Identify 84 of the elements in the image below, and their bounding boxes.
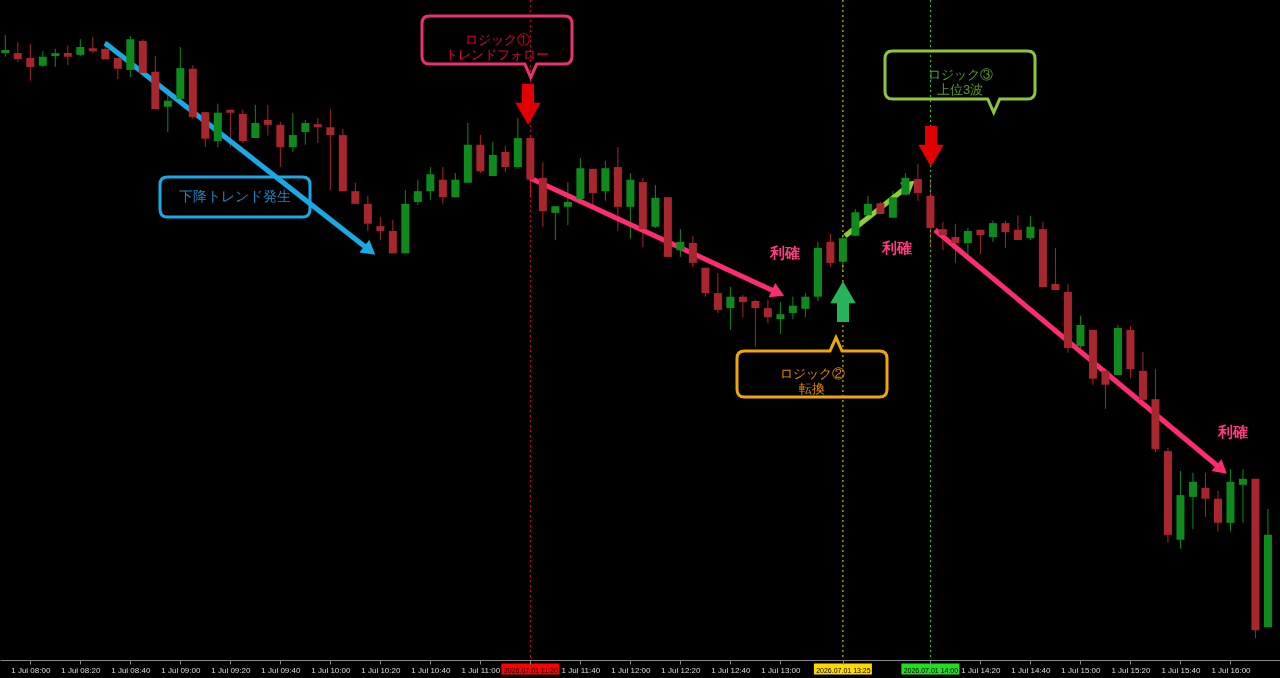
- candlestick: [363, 195, 372, 232]
- x-tick-label: 1 Jul 10:00: [311, 665, 351, 675]
- candlestick: [676, 228, 685, 258]
- annotation: 利確: [881, 239, 912, 256]
- candlestick: [438, 166, 447, 205]
- candlestick: [1238, 468, 1247, 524]
- candlestick: [776, 301, 785, 335]
- x-tick-label: 1 Jul 10:20: [361, 665, 401, 675]
- annotation: ロジック② 転換: [779, 366, 845, 396]
- x-tick-label: 1 Jul 13:00: [761, 665, 802, 675]
- candlestick: [976, 229, 985, 255]
- candlestick: [488, 141, 497, 177]
- candlestick: [988, 220, 997, 243]
- candlestick: [938, 221, 947, 251]
- candlestick: [1201, 472, 1210, 518]
- candlestick: [13, 41, 22, 63]
- candlestick: [26, 43, 35, 82]
- x-tick-label: 1 Jul 14:40: [1011, 665, 1052, 675]
- candlestick: [1001, 220, 1010, 249]
- candlestick: [263, 104, 272, 137]
- candlestick: [63, 44, 72, 66]
- candlestick: [501, 145, 510, 173]
- candlestick: [163, 92, 172, 133]
- candlestick: [851, 208, 860, 237]
- candlestick: [351, 182, 360, 205]
- x-tick-label: 1 Jul 11:00: [461, 665, 501, 675]
- candlestick: [1051, 247, 1060, 291]
- x-tick-label: 1 Jul 15:00: [1061, 665, 1102, 675]
- x-tick-label: 1 Jul 09:20: [211, 665, 251, 675]
- candlestick: [551, 205, 560, 241]
- x-tick-label: 1 Jul 09:40: [261, 665, 301, 675]
- candlestick: [801, 292, 810, 318]
- candlestick: [601, 160, 610, 202]
- candlestick: [388, 219, 397, 254]
- annotation: 利確: [1217, 423, 1248, 440]
- candlestick: [276, 121, 285, 168]
- x-tick-label: 1 Jul 08:40: [111, 665, 151, 675]
- candlestick: [751, 299, 760, 348]
- candlestick: [426, 166, 435, 201]
- candlestick: [1026, 215, 1035, 241]
- candlestick: [763, 299, 772, 324]
- x-tick-label: 1 Jul 12:20: [661, 665, 701, 675]
- candlestick: [688, 235, 697, 268]
- candlestick: [901, 172, 910, 196]
- x-tick-label: 1 Jul 15:40: [1161, 665, 1202, 675]
- candlestick: [1188, 472, 1197, 530]
- candlestick: [451, 172, 460, 198]
- candlestick: [1076, 315, 1085, 349]
- annotation: 利確: [769, 244, 800, 261]
- candlestick: [288, 112, 297, 153]
- candlestick: [413, 179, 422, 206]
- candlestick: [913, 163, 922, 202]
- x-tick-label: 1 Jul 08:20: [61, 665, 101, 675]
- candlestick: [826, 233, 835, 268]
- x-tick-label: 1 Jul 14:20: [961, 665, 1002, 675]
- candlestick: [376, 216, 385, 241]
- annotation: 下降トレンド発生: [179, 188, 291, 204]
- candlestick: [788, 296, 797, 320]
- x-tick-label: 1 Jul 08:00: [11, 665, 51, 675]
- annotation: ロジック① トレンドフォロー: [445, 32, 549, 62]
- x-tick-label: 1 Jul 11:40: [561, 665, 601, 675]
- candlestick: [951, 223, 960, 264]
- x-tick-label: 1 Jul 16:00: [1211, 665, 1252, 675]
- x-tick-label: 1 Jul 12:00: [611, 665, 651, 675]
- candlestick: [713, 272, 722, 314]
- candlestick: [963, 227, 972, 257]
- candlestick: [888, 190, 897, 219]
- candlestick: [738, 294, 747, 318]
- candlestick: [726, 286, 735, 331]
- candlestick: [313, 117, 322, 144]
- candlestick: [838, 234, 847, 273]
- x-tick-label: 1 Jul 09:00: [161, 665, 201, 675]
- x-tick-label: 1 Jul 15:20: [1111, 665, 1152, 675]
- candlestick: [1, 34, 10, 58]
- candlestick: [1013, 214, 1022, 241]
- x-tick-label: 1 Jul 12:40: [711, 665, 752, 675]
- candlestick: [251, 104, 260, 139]
- annotation: ロジック③ 上位3波: [927, 67, 993, 97]
- candlestick: [326, 108, 335, 191]
- candlestick: [51, 48, 60, 68]
- candlestick: [563, 181, 572, 226]
- candlestick: [301, 119, 310, 146]
- x-tick-label: 1 Jul 10:40: [411, 665, 451, 675]
- candlestick: [1101, 370, 1110, 410]
